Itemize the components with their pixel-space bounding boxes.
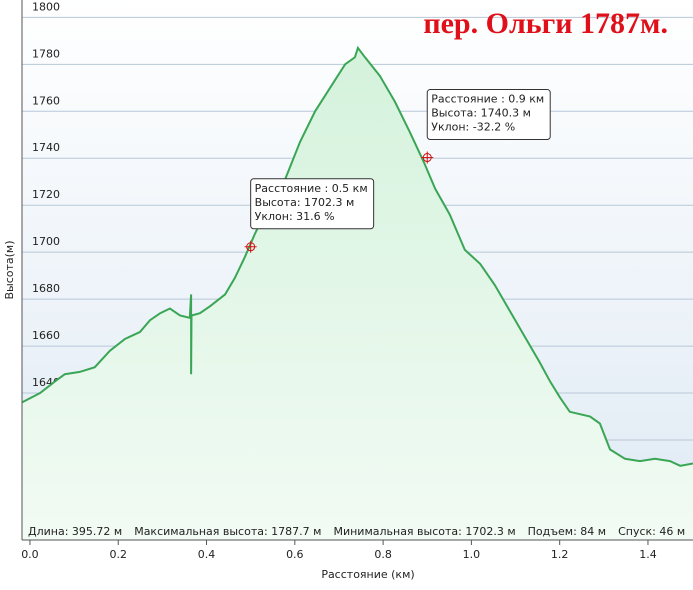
info-text: Длина: 395.72 м [28, 525, 122, 538]
annotation-text: Уклон: 31.6 % [255, 210, 335, 223]
x-tick-label: 1.2 [551, 548, 569, 561]
area [22, 47, 693, 541]
x-tick-label: 0.4 [198, 548, 216, 561]
x-tick-label: 0.0 [21, 548, 39, 561]
x-tick-label: 1.4 [639, 548, 657, 561]
y-tick-label: 1740 [32, 141, 60, 154]
y-tick-label: 1680 [32, 282, 60, 295]
chart-title: пер. Ольги 1787м. [423, 7, 668, 40]
info-text: Максимальная высота: 1787.7 м [134, 525, 321, 538]
x-tick-label: 1.0 [463, 548, 481, 561]
y-tick-label: 1780 [32, 47, 60, 60]
x-tick-label: 0.2 [109, 548, 127, 561]
y-tick-label: 1720 [32, 188, 60, 201]
y-tick-label: 1800 [32, 0, 60, 13]
info-text: Спуск: 46 м [618, 525, 685, 538]
x-axis-label: Расстояние (км) [321, 568, 414, 581]
annotation-box [250, 178, 375, 230]
annotation-text: Высота: 1740.3 м [431, 107, 531, 120]
annotation-text: Расстояние : 0.9 км [431, 93, 544, 106]
info-text: Подъем: 84 м [528, 525, 606, 538]
y-tick-label: 1660 [32, 329, 60, 342]
y-axis-label: Высота(м) [3, 240, 16, 299]
annotation-text: Уклон: -32.2 % [431, 121, 515, 134]
line [21, 45, 693, 467]
x-tick-label: 0.6 [286, 548, 304, 561]
y-tick-label: 1700 [32, 235, 60, 248]
annotation-text: Высота: 1702.3 м [255, 196, 355, 209]
info-text: Минимальная высота: 1702.3 м [333, 525, 515, 538]
x-tick-label: 0.8 [374, 548, 392, 561]
y-tick-label: 1760 [32, 94, 60, 107]
annotation-box [426, 89, 551, 141]
annotation-text: Расстояние : 0.5 км [255, 182, 368, 195]
